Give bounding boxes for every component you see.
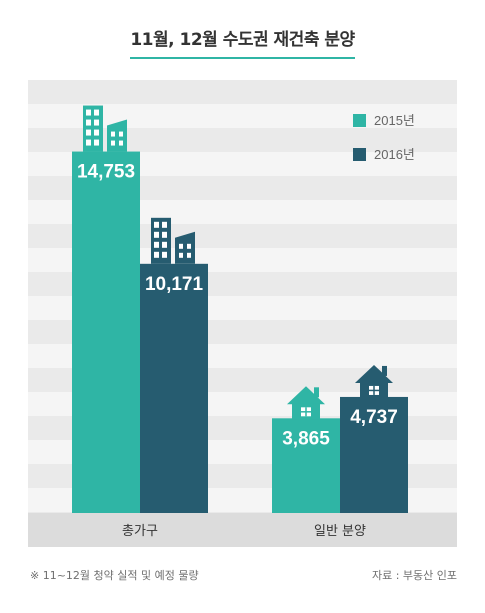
grid-stripe bbox=[28, 80, 457, 104]
footnote: ※ 11~12월 청약 실적 및 예정 물량 bbox=[30, 569, 199, 582]
data-label: 3,865 bbox=[282, 428, 330, 449]
title-underline bbox=[130, 57, 355, 59]
legend-swatch bbox=[353, 114, 366, 127]
data-label: 14,753 bbox=[77, 162, 135, 183]
category-label: 일반 분양 bbox=[314, 524, 366, 539]
chart-title: 11월, 12월 수도권 재건축 분양 bbox=[130, 30, 355, 50]
house-icon bbox=[355, 364, 393, 398]
legend-swatch bbox=[353, 148, 366, 161]
legend-label: 2016년 bbox=[374, 147, 415, 162]
data-label: 10,171 bbox=[145, 274, 204, 295]
house-icon bbox=[287, 386, 325, 420]
bar-2015년-총가구 bbox=[72, 151, 140, 513]
bar-2016년-일반 분양 bbox=[340, 396, 408, 513]
data-label: 4,737 bbox=[350, 407, 398, 428]
source-note: 자료 : 부동산 인포 bbox=[371, 569, 457, 582]
bar-2015년-일반 분양 bbox=[272, 418, 340, 513]
building-icon bbox=[83, 105, 127, 152]
building-icon bbox=[151, 217, 195, 264]
category-band bbox=[28, 513, 457, 547]
legend-label: 2015년 bbox=[374, 113, 415, 128]
bar-2016년-총가구 bbox=[140, 263, 208, 513]
category-label: 총가구 bbox=[122, 524, 158, 539]
